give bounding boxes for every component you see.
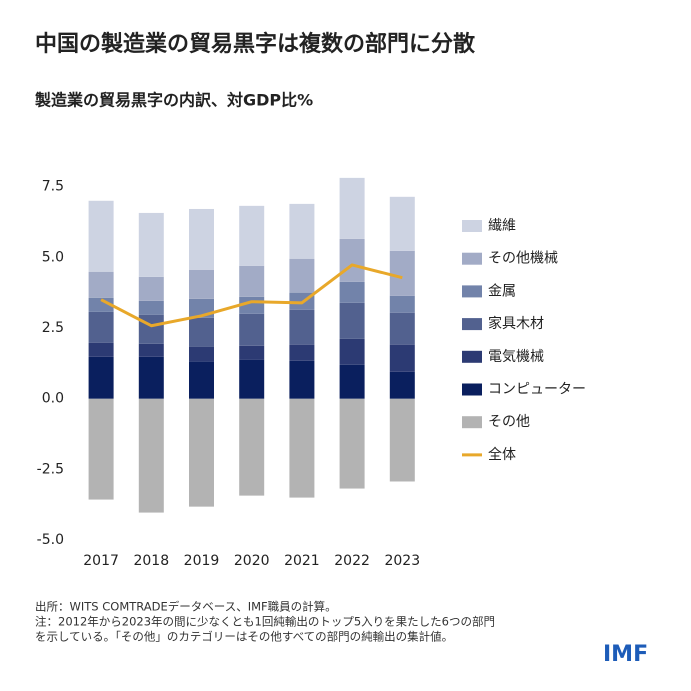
y-tick-label: 0.0: [42, 391, 64, 407]
legend-swatch: [462, 383, 482, 396]
bar-segment: [138, 212, 164, 277]
bar-segment: [189, 346, 214, 362]
bar-segment: [189, 269, 214, 299]
bar-segment: [339, 281, 365, 303]
note: 注：2012年から2023年の間に少なくとも1回純輸出のトップ5入りを果たした6…: [35, 615, 495, 629]
bar-segment: [339, 302, 365, 339]
legend-swatch: [462, 350, 482, 363]
bar-segment: [389, 250, 415, 296]
bar-segment: [239, 265, 265, 297]
bar-segment: [289, 344, 315, 361]
bar-segment: [138, 398, 164, 513]
legend-label: 家具木材: [488, 315, 544, 332]
note: 出所：WITS COMTRADEデータベース、IMF職員の計算。: [35, 600, 337, 614]
bar-segment: [138, 356, 164, 399]
bar-segment: [339, 338, 365, 365]
bar-segment: [389, 371, 415, 399]
y-tick-label: 5.0: [42, 249, 64, 265]
bar-segment: [189, 361, 214, 399]
bar-segment: [289, 398, 315, 498]
bar-segment: [138, 300, 164, 315]
legend-swatch: [462, 285, 482, 298]
bar-segment: [389, 344, 415, 372]
bar-segment: [239, 205, 265, 266]
legend-label: 金属: [488, 283, 516, 299]
bar-segment: [239, 359, 265, 399]
bar-segment: [339, 364, 365, 399]
bar-segment: [289, 309, 315, 345]
bar-segment: [389, 398, 415, 482]
y-tick-label: -5.0: [37, 532, 64, 548]
legend-swatch: [462, 318, 482, 331]
bar-segment: [289, 360, 315, 399]
bar-segment: [339, 177, 365, 239]
bar-segment: [389, 295, 415, 313]
x-tick-label: 2021: [284, 553, 320, 569]
legend-label: その他: [488, 414, 530, 430]
bar-segment: [88, 356, 114, 399]
bar-segment: [239, 398, 265, 496]
bar-segment: [239, 313, 265, 346]
legend-label: コンピューター: [488, 382, 586, 398]
bar-segment: [189, 208, 214, 270]
legend-swatch: [462, 252, 482, 265]
legend-label: 電気機械: [488, 349, 544, 365]
bar-segment: [339, 238, 365, 282]
chart-title: 中国の製造業の貿易黒字は複数の部門に分散: [35, 31, 476, 57]
bar-segment: [239, 345, 265, 360]
bar-segment: [88, 311, 114, 343]
bar-segment: [389, 312, 415, 345]
legend-label: その他機械: [488, 251, 558, 267]
bar-segment: [339, 398, 365, 489]
bar-segment: [138, 343, 164, 357]
x-tick-label: 2017: [83, 553, 119, 569]
bar-segment: [189, 398, 214, 507]
bar-segment: [389, 196, 415, 251]
legend-label: 全体: [488, 446, 516, 463]
chart-subtitle: 製造業の貿易黒字の内訳、対GDP比%: [34, 91, 313, 110]
y-tick-label: 7.5: [42, 179, 64, 195]
bar-segment: [88, 200, 114, 272]
bar-segment: [138, 314, 164, 344]
line: [100, 263, 403, 328]
x-tick-label: 2020: [234, 553, 270, 569]
y-tick-label: -2.5: [37, 461, 64, 477]
legend-swatch: [462, 220, 482, 232]
bar-segment: [88, 398, 114, 500]
bar-segment: [88, 271, 114, 298]
x-tick-label: 2022: [334, 553, 370, 569]
legend-label: 繊維: [488, 218, 516, 234]
bar-segment: [189, 317, 214, 347]
logo: IMF: [603, 642, 648, 667]
y-tick-label: 2.5: [42, 320, 64, 336]
bar-segment: [289, 258, 315, 293]
bar-segment: [138, 276, 164, 301]
bar-segment: [88, 342, 114, 357]
legend-swatch: [462, 416, 482, 429]
bar-segment: [289, 203, 315, 259]
x-tick-label: 2023: [384, 553, 420, 569]
x-tick-label: 2019: [184, 553, 220, 569]
x-tick-label: 2018: [133, 553, 169, 569]
note: を示している。「その他」のカテゴリーはその他すべての部門の純輸出の集計値。: [35, 630, 453, 644]
